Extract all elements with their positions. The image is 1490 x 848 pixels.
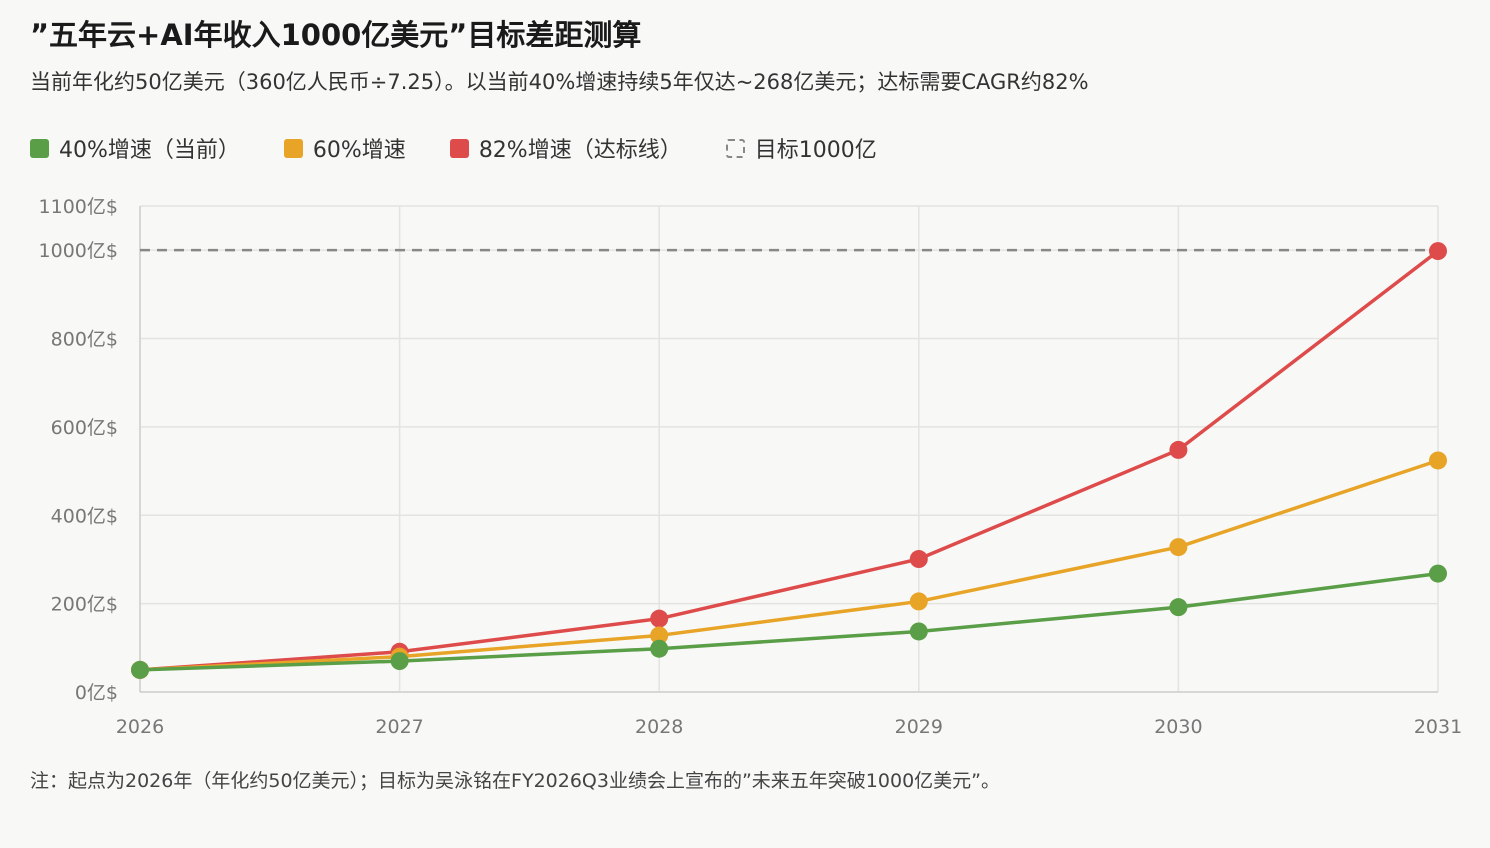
series-point-1 <box>1429 451 1447 470</box>
legend-item-40pct[interactable]: 40%增速（当前） <box>30 132 240 164</box>
legend-item-target[interactable]: 目标1000亿 <box>725 132 877 164</box>
y-tick-label: 400亿$ <box>51 505 118 527</box>
x-tick-label: 2027 <box>375 716 423 738</box>
series-point-0 <box>1169 598 1188 617</box>
legend-label-target: 目标1000亿 <box>754 138 877 163</box>
series-point-2 <box>1169 440 1188 459</box>
y-tick-label: 1100亿$ <box>39 196 118 218</box>
x-tick-label: 2029 <box>895 716 943 738</box>
legend-label-60pct: 60%增速 <box>312 138 406 163</box>
legend-item-60pct[interactable]: 60%增速 <box>283 132 406 164</box>
legend-item-82pct[interactable]: 82%增速（达标线） <box>449 132 682 164</box>
series-line-0 <box>139 571 1439 672</box>
series-line-1 <box>139 458 1439 672</box>
x-tick-label: 2028 <box>635 716 683 738</box>
y-tick-label: 200亿$ <box>51 594 118 616</box>
y-tick-label: 800亿$ <box>51 329 118 351</box>
y-tick-label: 0亿$ <box>75 682 118 704</box>
series-line-2 <box>139 249 1440 672</box>
series-point-0 <box>909 622 928 641</box>
series-point-2 <box>909 550 928 569</box>
x-tick-label: 2026 <box>116 716 164 738</box>
legend-label-82pct: 82%增速（达标线） <box>478 138 682 163</box>
legend-label-40pct: 40%增速（当前） <box>59 138 240 163</box>
series-point-0 <box>650 639 669 658</box>
y-tick-label: 600亿$ <box>51 417 118 439</box>
legend-swatch-40pct <box>30 138 49 158</box>
series-point-0 <box>131 660 149 679</box>
legend: 40%增速（当前） 60%增速 82%增速（达标线） 目标1000亿 <box>30 132 921 164</box>
series-point-1 <box>650 626 669 645</box>
series-point-0 <box>1429 564 1447 583</box>
y-tick-label: 1000亿$ <box>39 240 118 262</box>
legend-swatch-target <box>725 138 745 158</box>
footnote: 注：起点为2026年（年化约50亿美元）；目标为吴泳铭在FY2026Q3业绩会上… <box>30 770 1001 792</box>
line-chart: 0亿$ 200亿$ 400亿$ 600亿$ 800亿$ 1000亿$ 1100亿$ 2026 2… <box>39 196 1463 738</box>
chart-title: ”五年云+AI年收入1000亿美元”目标差距测算 <box>30 18 642 52</box>
series-point-2 <box>1429 242 1447 261</box>
series-point-0 <box>390 652 409 671</box>
series-point-1 <box>909 592 928 611</box>
series-point-1 <box>1169 538 1188 557</box>
legend-swatch-82pct <box>449 138 469 158</box>
series-point-2 <box>650 609 669 628</box>
legend-swatch-60pct <box>283 138 303 158</box>
x-tick-label: 2031 <box>1414 716 1462 738</box>
chart-subtitle: 当前年化约50亿美元（360亿人民币÷7.25）。以当前40%增速持续5年仅达~… <box>30 70 1089 94</box>
x-tick-label: 2030 <box>1154 716 1202 738</box>
